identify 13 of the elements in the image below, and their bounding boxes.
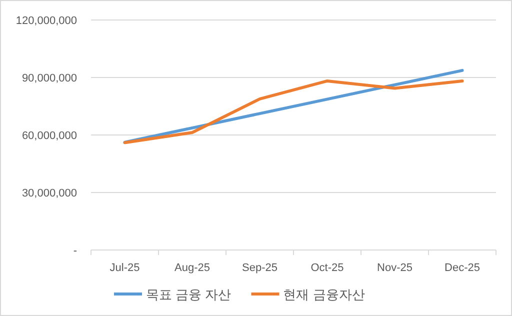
y-tick-label: - [73,245,78,257]
y-tick-label: 30,000,000 [22,188,77,200]
y-tick-label: 90,000,000 [22,72,77,84]
x-tick-label: Nov-25 [377,262,412,274]
x-tick-label: Jul-25 [110,262,140,274]
x-tick-label: Aug-25 [174,262,210,274]
x-tick-label: Oct-25 [310,262,344,274]
legend-label: 현재 금융자산 [283,287,365,302]
legend-label: 목표 금융 자산 [146,287,232,302]
y-tick-label: 120,000,000 [16,15,77,27]
x-tick-label: Sep-25 [242,262,278,274]
x-tick-label: Dec-25 [444,262,480,274]
y-tick-label: 60,000,000 [22,130,77,142]
